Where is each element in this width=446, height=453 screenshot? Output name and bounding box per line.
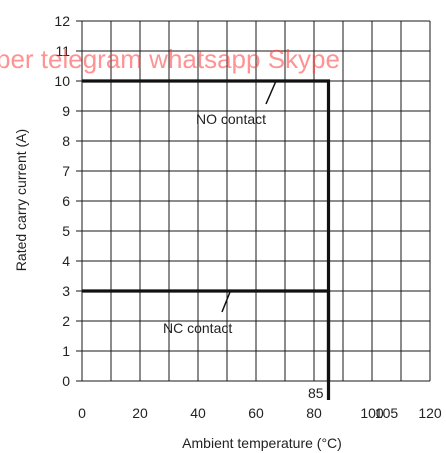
y-tick-label: 10: [54, 73, 70, 89]
y-tick-label: 2: [62, 313, 70, 329]
annotation-85: 85: [308, 385, 324, 401]
y-tick-label: 1: [62, 343, 70, 359]
x-tick-label: 60: [248, 405, 264, 421]
y-tick-label: 5: [62, 223, 70, 239]
x-tick-label: 40: [190, 405, 206, 421]
annotation-leader-line: [265, 80, 277, 105]
series-lines: [82, 79, 331, 400]
y-tick-label: 0: [62, 373, 70, 389]
y-tick-label: 11: [55, 43, 70, 59]
y-tick-label: 9: [62, 103, 70, 119]
y-tick-label: 3: [62, 283, 70, 299]
annotations: NO contact NC contact 85: [163, 80, 324, 401]
x-tick-label: 100: [360, 405, 384, 421]
y-axis-label: Rated carry current (A): [13, 129, 29, 271]
x-tick-label: 20: [132, 405, 148, 421]
series-line-nc-contact: [82, 289, 331, 381]
x-tick-label: 80: [306, 405, 322, 421]
x-tick-label: 105: [375, 405, 399, 421]
annotation-no-contact: NO contact: [196, 111, 266, 127]
annotation-leader-line: [221, 291, 231, 313]
y-tick-label: 12: [54, 13, 70, 29]
y-tick-label: 8: [62, 133, 70, 149]
x-tick-label: 120: [418, 405, 442, 421]
y-tick-label: 7: [62, 163, 70, 179]
x-tick-label: 0: [78, 405, 86, 421]
y-tick-label: 6: [62, 193, 70, 209]
y-tick-label: 4: [62, 253, 70, 269]
grid: [81, 20, 431, 382]
watermark: ber telegram whatsapp Skype: [0, 44, 340, 74]
annotation-nc-contact: NC contact: [163, 320, 232, 336]
series-line-no-contact: [82, 79, 331, 381]
x-axis-label: Ambient temperature (°C): [182, 435, 342, 451]
